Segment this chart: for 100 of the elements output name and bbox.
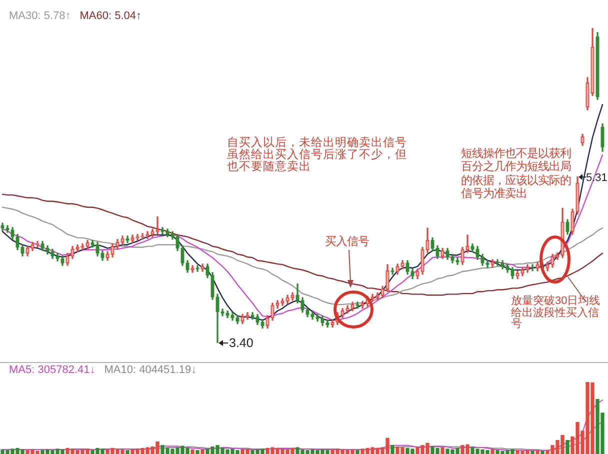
- candlestick: [406, 260, 410, 275]
- candlestick: [26, 245, 30, 256]
- candlestick: [6, 225, 10, 233]
- candlestick: [0, 222, 4, 232]
- candlestick: [396, 264, 400, 275]
- candlestick: [460, 246, 464, 265]
- candlestick: [470, 243, 474, 252]
- bar: [196, 450, 200, 454]
- candlestick: [300, 297, 304, 313]
- candlestick: [100, 250, 104, 261]
- candlestick: [520, 267, 524, 276]
- candlestick: [40, 240, 44, 252]
- candlestick: [86, 240, 90, 250]
- candlestick: [186, 260, 190, 273]
- bar: [390, 445, 394, 454]
- candlestick: [506, 264, 510, 273]
- candlestick: [36, 240, 40, 248]
- candlestick: [490, 259, 494, 268]
- candlestick: [440, 248, 444, 259]
- candlestick: [556, 252, 560, 260]
- candlestick: [200, 264, 204, 272]
- candlestick: [156, 216, 160, 235]
- annotation: 自买入以后，未给出明确卖出信号虽然给出买入信号后涨了不少，但也不要随意卖出: [227, 137, 407, 173]
- candlestick: [386, 264, 390, 292]
- candlestick: [376, 292, 380, 300]
- candlestick: [96, 242, 100, 256]
- candlestick: [536, 262, 540, 272]
- candlestick: [526, 264, 530, 273]
- annotation: 放量突破30日均线给出波段性买入信号: [511, 295, 602, 332]
- candlestick: [236, 314, 240, 324]
- candlestick: [450, 254, 454, 264]
- candlestick: [60, 256, 64, 266]
- candlestick: [320, 316, 324, 326]
- candlestick: [46, 245, 50, 254]
- candlestick: [370, 294, 374, 302]
- candlestick: [316, 314, 320, 322]
- candlestick: [496, 259, 500, 266]
- candlestick: [530, 264, 534, 272]
- candlestick: [240, 314, 244, 324]
- annotation: 买入信号: [325, 236, 370, 248]
- candlestick: [226, 310, 230, 318]
- candlestick: [140, 233, 144, 240]
- candlestick: [150, 228, 154, 238]
- candlestick: [286, 294, 290, 304]
- candlestick: [566, 219, 570, 235]
- candlestick: [410, 268, 414, 280]
- candlestick: [290, 292, 294, 301]
- candlestick: [70, 246, 74, 259]
- candlestick: [56, 252, 60, 262]
- candlestick: [466, 234, 470, 253]
- candlestick: [220, 308, 224, 316]
- candlestick: [10, 227, 14, 240]
- candlestick: [16, 234, 20, 250]
- candlestick: [346, 305, 350, 314]
- candlestick: [180, 245, 184, 266]
- candlestick: [516, 270, 520, 280]
- candlestick: [296, 283, 300, 304]
- bar: [490, 449, 494, 454]
- text: MA60: 5.04↑: [80, 10, 142, 23]
- candlestick: [590, 28, 594, 96]
- candlestick: [586, 77, 590, 110]
- candlestick: [160, 227, 164, 235]
- candlestick: [50, 248, 54, 259]
- bar: [530, 450, 534, 454]
- candlestick: [106, 251, 110, 261]
- bar: [126, 450, 130, 454]
- candlestick: [580, 134, 584, 146]
- candlestick: [596, 32, 600, 100]
- bar: [536, 450, 540, 454]
- candlestick: [116, 239, 120, 250]
- candlestick: [476, 246, 480, 260]
- candlestick: [206, 264, 210, 278]
- candlestick: [280, 298, 284, 306]
- candlestick: [306, 307, 310, 318]
- candlestick: [500, 260, 504, 270]
- bar: [356, 450, 360, 454]
- candlestick: [570, 208, 574, 235]
- candlestick: [310, 311, 314, 320]
- candlestick: [270, 302, 274, 321]
- candlestick: [90, 240, 94, 248]
- candlestick: [20, 244, 24, 256]
- text: MA10: 404451.19↓: [104, 364, 197, 377]
- candlestick: [436, 245, 440, 259]
- candlestick: [350, 302, 354, 312]
- candlestick: [76, 244, 80, 252]
- candlestick: [356, 302, 360, 309]
- candlestick: [130, 234, 134, 244]
- candlestick: [430, 237, 434, 252]
- candlestick: [80, 243, 84, 250]
- candlestick: [416, 268, 420, 280]
- candlestick: [326, 320, 330, 328]
- bar: [540, 450, 544, 454]
- candlestick: [456, 257, 460, 265]
- candlestick: [380, 286, 384, 298]
- candlestick: [136, 234, 140, 241]
- candlestick: [426, 228, 430, 253]
- bar: [200, 449, 204, 454]
- bar: [440, 447, 444, 454]
- candlestick: [266, 314, 270, 329]
- candlestick: [146, 231, 150, 240]
